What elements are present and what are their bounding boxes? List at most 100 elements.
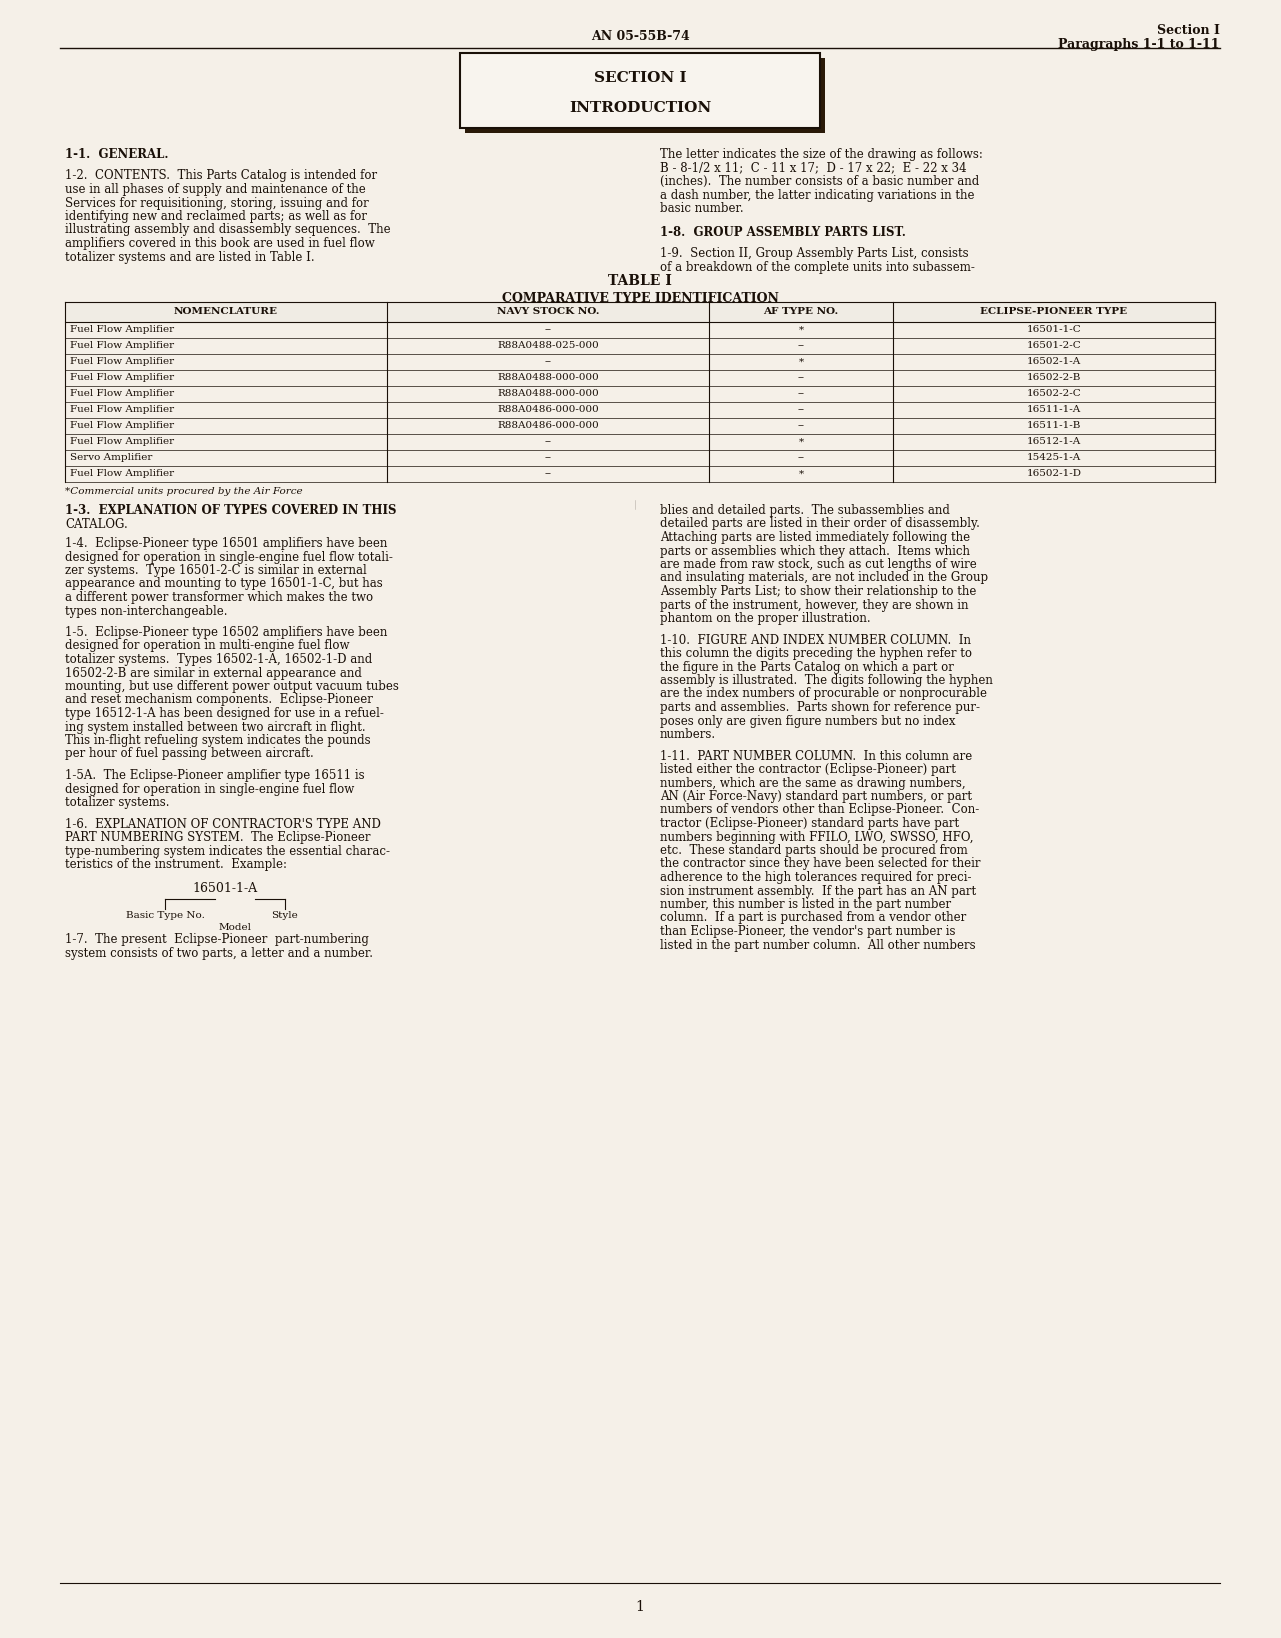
Text: poses only are given figure numbers but no index: poses only are given figure numbers but …: [660, 714, 956, 727]
Bar: [65, 434, 1214, 450]
Text: --: --: [798, 454, 804, 462]
Text: 16502-1-D: 16502-1-D: [1026, 470, 1081, 478]
Text: system consists of two parts, a letter and a number.: system consists of two parts, a letter a…: [65, 947, 373, 960]
Text: *Commercial units procured by the Air Force: *Commercial units procured by the Air Fo…: [65, 486, 302, 496]
Text: Fuel Flow Amplifier: Fuel Flow Amplifier: [70, 373, 174, 383]
Text: this column the digits preceding the hyphen refer to: this column the digits preceding the hyp…: [660, 647, 972, 660]
Text: ECLIPSE-PIONEER TYPE: ECLIPSE-PIONEER TYPE: [980, 308, 1127, 316]
Text: tractor (Eclipse-Pioneer) standard parts have part: tractor (Eclipse-Pioneer) standard parts…: [660, 817, 959, 830]
Text: designed for operation in single-engine fuel flow totali-: designed for operation in single-engine …: [65, 550, 393, 563]
Text: 1-11.  PART NUMBER COLUMN.  In this column are: 1-11. PART NUMBER COLUMN. In this column…: [660, 750, 972, 763]
Text: 16501-2-C: 16501-2-C: [1026, 341, 1081, 351]
Text: Fuel Flow Amplifier: Fuel Flow Amplifier: [70, 357, 174, 367]
Text: type 16512-1-A has been designed for use in a refuel-: type 16512-1-A has been designed for use…: [65, 708, 384, 721]
Text: the contractor since they have been selected for their: the contractor since they have been sele…: [660, 858, 980, 870]
Text: listed in the part number column.  All other numbers: listed in the part number column. All ot…: [660, 939, 976, 952]
Text: sion instrument assembly.  If the part has an AN part: sion instrument assembly. If the part ha…: [660, 885, 976, 898]
Text: Services for requisitioning, storing, issuing and for: Services for requisitioning, storing, is…: [65, 197, 369, 210]
Text: *: *: [798, 437, 803, 447]
Text: etc.  These standard parts should be procured from: etc. These standard parts should be proc…: [660, 844, 967, 857]
Text: 15425-1-A: 15425-1-A: [1027, 454, 1081, 462]
Text: Fuel Flow Amplifier: Fuel Flow Amplifier: [70, 326, 174, 334]
Bar: [65, 337, 1214, 354]
Text: 1-5.  Eclipse-Pioneer type 16502 amplifiers have been: 1-5. Eclipse-Pioneer type 16502 amplifie…: [65, 626, 387, 639]
Text: 16511-1-B: 16511-1-B: [1027, 421, 1081, 431]
Bar: [65, 387, 1214, 401]
Text: AF TYPE NO.: AF TYPE NO.: [763, 308, 839, 316]
Text: 1-6.  EXPLANATION OF CONTRACTOR'S TYPE AND: 1-6. EXPLANATION OF CONTRACTOR'S TYPE AN…: [65, 817, 380, 830]
Text: Basic Type No.: Basic Type No.: [126, 911, 205, 919]
Text: This in-flight refueling system indicates the pounds: This in-flight refueling system indicate…: [65, 734, 370, 747]
Text: SECTION I: SECTION I: [593, 70, 687, 85]
Text: --: --: [544, 454, 552, 462]
Text: totalizer systems.  Types 16502-1-A, 16502-1-D and: totalizer systems. Types 16502-1-A, 1650…: [65, 654, 373, 667]
Text: per hour of fuel passing between aircraft.: per hour of fuel passing between aircraf…: [65, 747, 314, 760]
Text: 16501-1-A: 16501-1-A: [192, 883, 257, 896]
Text: COMPARATIVE TYPE IDENTIFICATION: COMPARATIVE TYPE IDENTIFICATION: [502, 292, 779, 305]
Text: R88A0488-000-000: R88A0488-000-000: [497, 373, 600, 383]
Text: 1-4.  Eclipse-Pioneer type 16501 amplifiers have been: 1-4. Eclipse-Pioneer type 16501 amplifie…: [65, 537, 387, 550]
Text: identifying new and reclaimed parts; as well as for: identifying new and reclaimed parts; as …: [65, 210, 366, 223]
Text: of a breakdown of the complete units into subassem-: of a breakdown of the complete units int…: [660, 260, 975, 274]
Text: appearance and mounting to type 16501-1-C, but has: appearance and mounting to type 16501-1-…: [65, 578, 383, 591]
Text: 16511-1-A: 16511-1-A: [1027, 406, 1081, 414]
Text: Fuel Flow Amplifier: Fuel Flow Amplifier: [70, 437, 174, 447]
Text: are the index numbers of procurable or nonprocurable: are the index numbers of procurable or n…: [660, 688, 986, 701]
Text: AN 05-55B-74: AN 05-55B-74: [591, 29, 689, 43]
Text: and reset mechanism components.  Eclipse-Pioneer: and reset mechanism components. Eclipse-…: [65, 693, 373, 706]
Text: 1-1.  GENERAL.: 1-1. GENERAL.: [65, 147, 169, 161]
Text: 1-3.  EXPLANATION OF TYPES COVERED IN THIS: 1-3. EXPLANATION OF TYPES COVERED IN THI…: [65, 505, 397, 518]
Text: detailed parts are listed in their order of disassembly.: detailed parts are listed in their order…: [660, 518, 980, 531]
Text: Fuel Flow Amplifier: Fuel Flow Amplifier: [70, 390, 174, 398]
Text: phantom on the proper illustration.: phantom on the proper illustration.: [660, 613, 871, 626]
Text: adherence to the high tolerances required for preci-: adherence to the high tolerances require…: [660, 871, 971, 885]
Text: AN (Air Force-Navy) standard part numbers, or part: AN (Air Force-Navy) standard part number…: [660, 790, 972, 803]
Text: ing system installed between two aircraft in flight.: ing system installed between two aircraf…: [65, 721, 365, 734]
Text: totalizer systems and are listed in Table I.: totalizer systems and are listed in Tabl…: [65, 251, 315, 264]
Text: 1-8.  GROUP ASSEMBLY PARTS LIST.: 1-8. GROUP ASSEMBLY PARTS LIST.: [660, 226, 906, 239]
Text: totalizer systems.: totalizer systems.: [65, 796, 169, 809]
Text: 16501-1-C: 16501-1-C: [1026, 326, 1081, 334]
Text: --: --: [544, 437, 552, 447]
Text: --: --: [544, 357, 552, 367]
Text: parts or assemblies which they attach.  Items which: parts or assemblies which they attach. I…: [660, 544, 970, 557]
Text: are made from raw stock, such as cut lengths of wire: are made from raw stock, such as cut len…: [660, 559, 976, 572]
Text: parts of the instrument, however, they are shown in: parts of the instrument, however, they a…: [660, 598, 968, 611]
Text: 1-10.  FIGURE AND INDEX NUMBER COLUMN.  In: 1-10. FIGURE AND INDEX NUMBER COLUMN. In: [660, 634, 971, 647]
Bar: [65, 370, 1214, 387]
Text: TABLE I: TABLE I: [608, 274, 673, 288]
Text: Attaching parts are listed immediately following the: Attaching parts are listed immediately f…: [660, 531, 970, 544]
Bar: [65, 418, 1214, 434]
Text: B - 8-1/2 x 11;  C - 11 x 17;  D - 17 x 22;  E - 22 x 34: B - 8-1/2 x 11; C - 11 x 17; D - 17 x 22…: [660, 162, 967, 175]
Bar: [65, 450, 1214, 465]
Text: basic number.: basic number.: [660, 201, 744, 215]
Text: 1-2.  CONTENTS.  This Parts Catalog is intended for: 1-2. CONTENTS. This Parts Catalog is int…: [65, 169, 377, 182]
Text: Fuel Flow Amplifier: Fuel Flow Amplifier: [70, 406, 174, 414]
Text: zer systems.  Type 16501-2-C is similar in external: zer systems. Type 16501-2-C is similar i…: [65, 563, 366, 577]
Text: teristics of the instrument.  Example:: teristics of the instrument. Example:: [65, 858, 287, 871]
Text: --: --: [544, 470, 552, 478]
Text: use in all phases of supply and maintenance of the: use in all phases of supply and maintena…: [65, 183, 366, 197]
Text: --: --: [798, 373, 804, 383]
Text: numbers beginning with FFILO, LWO, SWSSO, HFO,: numbers beginning with FFILO, LWO, SWSSO…: [660, 830, 974, 844]
Text: numbers.: numbers.: [660, 727, 716, 740]
Text: The letter indicates the size of the drawing as follows:: The letter indicates the size of the dra…: [660, 147, 983, 161]
Text: 1-5A.  The Eclipse-Pioneer amplifier type 16511 is: 1-5A. The Eclipse-Pioneer amplifier type…: [65, 768, 365, 781]
Text: listed either the contractor (Eclipse-Pioneer) part: listed either the contractor (Eclipse-Pi…: [660, 763, 956, 776]
Text: designed for operation in single-engine fuel flow: designed for operation in single-engine …: [65, 783, 355, 796]
Text: number, this number is listed in the part number: number, this number is listed in the par…: [660, 898, 951, 911]
Text: --: --: [544, 326, 552, 334]
Text: R88A0488-000-000: R88A0488-000-000: [497, 390, 600, 398]
Text: R88A0488-025-000: R88A0488-025-000: [497, 341, 600, 351]
Text: Fuel Flow Amplifier: Fuel Flow Amplifier: [70, 421, 174, 431]
Text: Style: Style: [272, 911, 298, 919]
Text: 1-9.  Section II, Group Assembly Parts List, consists: 1-9. Section II, Group Assembly Parts Li…: [660, 247, 968, 260]
Text: (inches).  The number consists of a basic number and: (inches). The number consists of a basic…: [660, 175, 979, 188]
Text: R88A0486-000-000: R88A0486-000-000: [497, 406, 600, 414]
Text: the figure in the Parts Catalog on which a part or: the figure in the Parts Catalog on which…: [660, 660, 954, 673]
Text: *: *: [798, 326, 803, 334]
Text: CATALOG.: CATALOG.: [65, 518, 128, 531]
Bar: [65, 354, 1214, 370]
Text: --: --: [798, 341, 804, 351]
Text: types non-interchangeable.: types non-interchangeable.: [65, 604, 228, 618]
